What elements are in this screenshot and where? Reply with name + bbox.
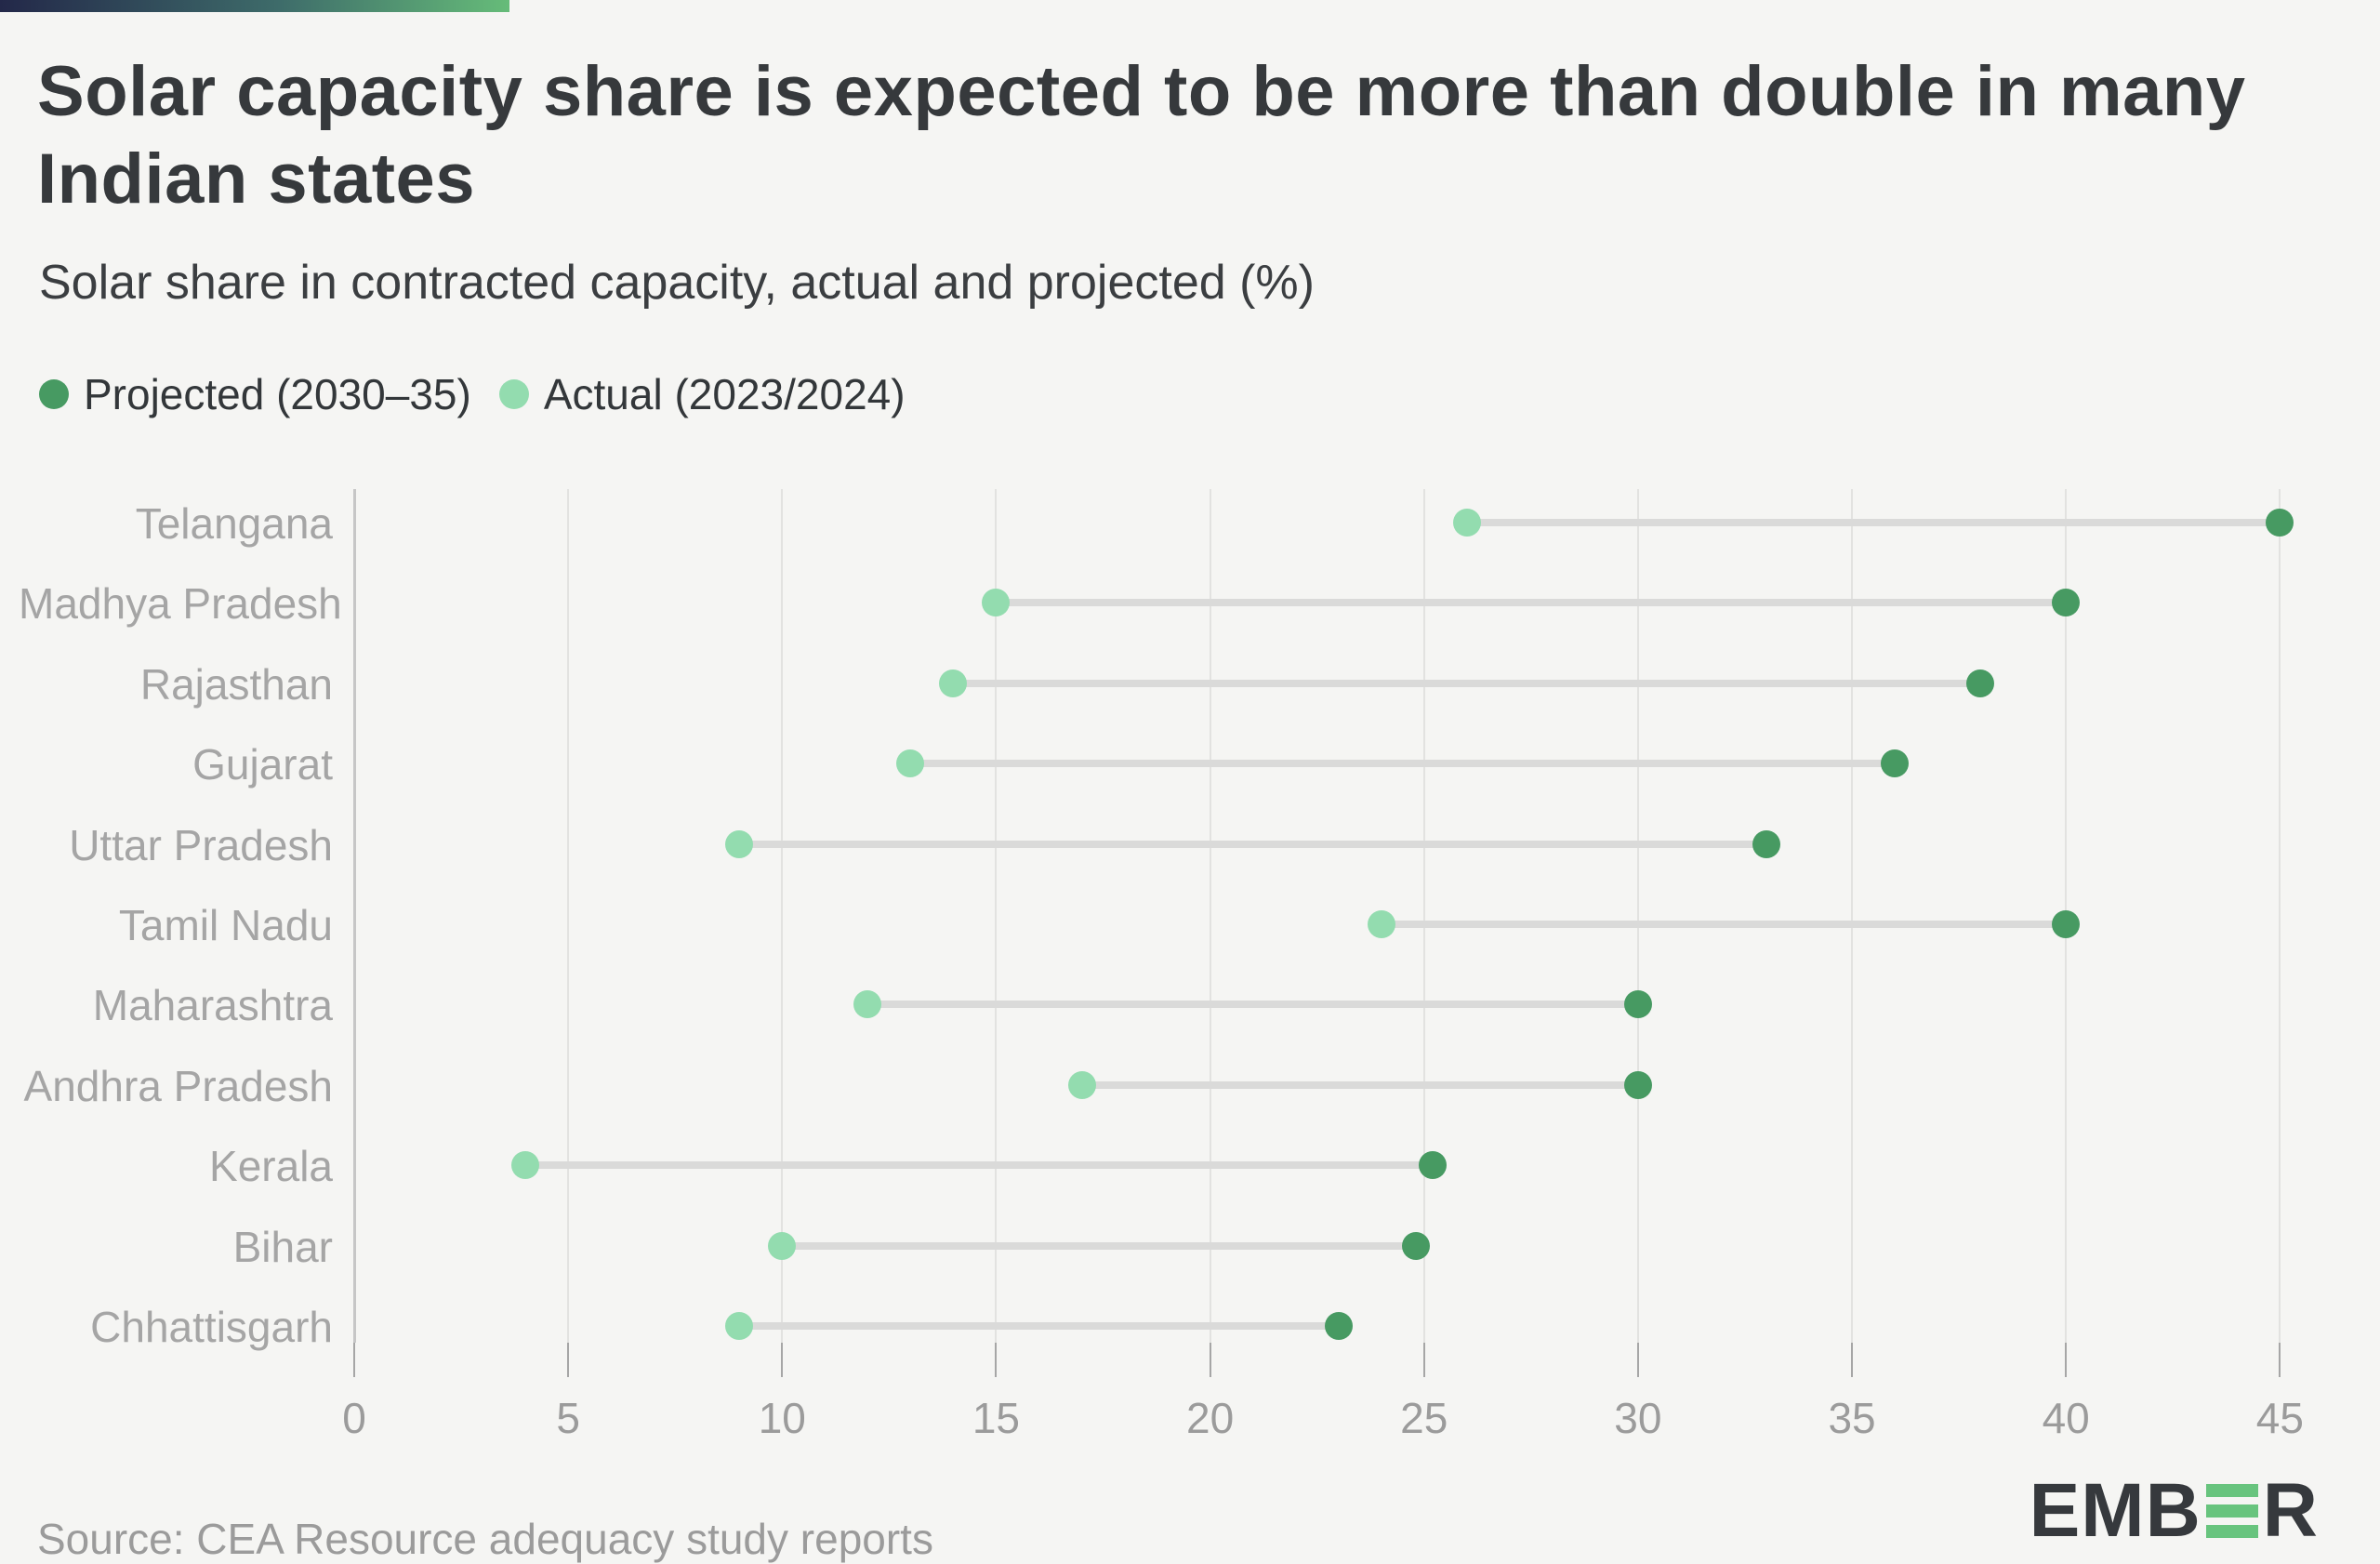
x-tick-label-25: 25 (1400, 1394, 1448, 1442)
gridline-30 (1636, 489, 1639, 1343)
legend-label-projected: Projected (2030–35) (84, 370, 471, 418)
actual-dot (511, 1151, 540, 1180)
tickmark-30 (1636, 1343, 1639, 1377)
actual-dot (982, 589, 1011, 617)
page-subtitle: Solar share in contracted capacity, actu… (39, 256, 1315, 310)
tickmark-45 (2279, 1343, 2281, 1377)
page-title: Solar capacity share is expected to be m… (37, 48, 2287, 223)
ember-logo-text-emb: EMB (2029, 1468, 2202, 1553)
projected-dot (1324, 1312, 1353, 1340)
actual-dot (725, 1312, 754, 1340)
tickmark-5 (567, 1343, 570, 1377)
x-tick-label-5: 5 (556, 1394, 580, 1442)
connector-line (525, 1161, 1433, 1170)
category-label: Kerala (209, 1142, 333, 1191)
actual-dot (853, 990, 882, 1019)
tickmark-10 (781, 1343, 784, 1377)
legend-item-actual: Actual (2023/2024) (498, 369, 906, 419)
connector-line (867, 1001, 1638, 1009)
projected-dot (1623, 990, 1652, 1019)
category-label: Tamil Nadu (118, 901, 333, 949)
tickmark-35 (1851, 1343, 1854, 1377)
gridline-35 (1851, 489, 1854, 1343)
gridline-45 (2279, 489, 2281, 1343)
category-label: Telangana (135, 499, 333, 548)
ember-logo-text-r: R (2262, 1468, 2319, 1553)
tickmark-25 (1422, 1343, 1425, 1377)
legend-label-actual: Actual (2023/2024) (543, 370, 906, 418)
projected-dot (1401, 1231, 1430, 1260)
connector-line (739, 840, 1766, 848)
projected-dot (2052, 589, 2081, 617)
category-label: Chhattisgarh (90, 1303, 333, 1351)
gridline-5 (567, 489, 570, 1343)
actual-dot (1067, 1070, 1096, 1099)
actual-dot (896, 749, 925, 778)
tickmark-40 (2065, 1343, 2068, 1377)
category-label: Maharashtra (92, 981, 333, 1030)
connector-line (739, 1322, 1339, 1330)
projected-dot (2266, 509, 2294, 537)
projected-dot (1623, 1070, 1652, 1099)
actual-dot (939, 669, 968, 697)
projected-dot (1966, 669, 1995, 697)
actual-dot (1367, 910, 1395, 938)
source-note: Source: CEA Resource adequacy study repo… (37, 1515, 933, 1563)
ember-logo-green-e-icon (2205, 1484, 2258, 1538)
projected-dot (1418, 1151, 1447, 1180)
ember-logo: EMB R (2029, 1468, 2319, 1553)
gridline-20 (1209, 489, 1211, 1343)
gridline-15 (995, 489, 998, 1343)
projected-dot-icon (39, 379, 69, 409)
connector-line (1466, 519, 2281, 526)
projected-dot (1881, 749, 1910, 778)
category-label: Gujarat (192, 740, 333, 789)
category-label: Bihar (232, 1222, 333, 1271)
category-label: Rajasthan (139, 659, 333, 709)
connector-line (953, 679, 1981, 687)
x-tick-label-0: 0 (342, 1394, 366, 1442)
tickmark-20 (1209, 1343, 1211, 1377)
tickmark-15 (995, 1343, 998, 1377)
connector-line (1081, 1080, 1638, 1089)
category-label: Madhya Pradesh (19, 579, 342, 629)
category-label: Andhra Pradesh (23, 1061, 333, 1110)
accent-gradient-bar (0, 0, 509, 12)
connector-line (910, 760, 1896, 768)
connector-line (782, 1241, 1416, 1250)
connector-line (1381, 921, 2067, 928)
gridline-25 (1422, 489, 1425, 1343)
y-axis-line (352, 489, 356, 1343)
x-tick-label-30: 30 (1614, 1394, 1662, 1442)
chart-legend: Projected (2030–35) Actual (2023/2024) (39, 369, 906, 419)
projected-dot (2052, 910, 2081, 938)
x-tick-label-10: 10 (758, 1394, 806, 1442)
actual-dot (768, 1231, 797, 1260)
x-tick-label-15: 15 (972, 1394, 1021, 1442)
x-tick-label-20: 20 (1186, 1394, 1235, 1442)
page-title-line1: Solar capacity share is expected to be m… (37, 52, 2246, 131)
x-tick-label-35: 35 (1828, 1394, 1876, 1442)
actual-dot-icon (498, 379, 529, 409)
projected-dot (1752, 829, 1780, 858)
actual-dot (1452, 509, 1481, 537)
gridline-10 (781, 489, 784, 1343)
category-label: Uttar Pradesh (69, 820, 333, 869)
x-tick-label-40: 40 (2042, 1394, 2090, 1442)
x-tick-label-45: 45 (2255, 1394, 2304, 1442)
page-title-line2: Indian states (37, 139, 476, 219)
connector-line (996, 599, 2067, 607)
tickmark-0 (353, 1343, 355, 1377)
actual-dot (725, 829, 754, 858)
legend-item-projected: Projected (2030–35) (39, 369, 471, 419)
